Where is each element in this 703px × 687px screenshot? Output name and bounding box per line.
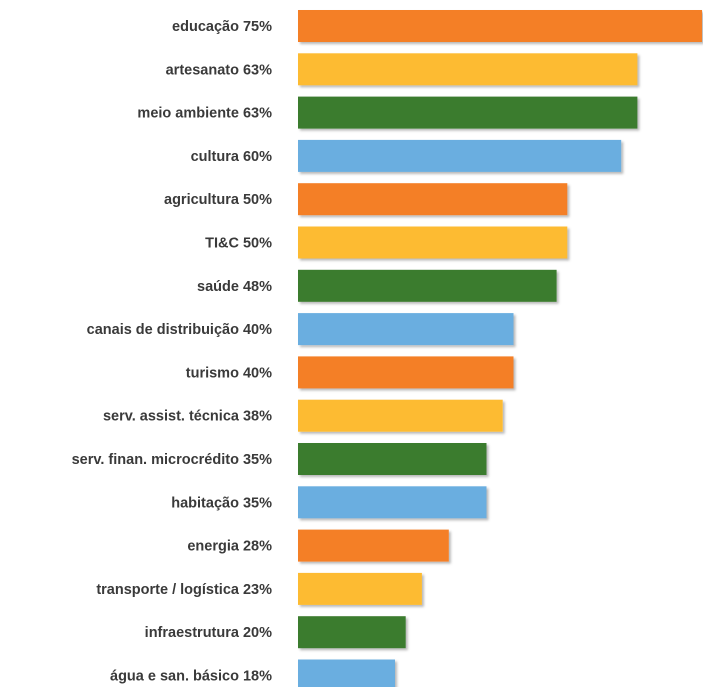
- bar: [298, 96, 638, 129]
- category-label: serv. assist. técnica 38%: [103, 409, 272, 425]
- bar: [298, 529, 449, 562]
- category-label: educação 75%: [172, 19, 272, 35]
- category-label: canais de distribuição 40%: [87, 322, 272, 338]
- category-label: água e san. básico 18%: [110, 669, 272, 685]
- bar: [298, 443, 487, 475]
- category-label: energia 28%: [187, 539, 272, 555]
- bar: [298, 183, 568, 216]
- bar: [298, 269, 557, 302]
- bar: [298, 616, 406, 649]
- bar: [298, 572, 422, 605]
- category-label: infraestrutura 20%: [145, 625, 272, 641]
- bar: [298, 139, 622, 172]
- bar: [298, 399, 503, 432]
- category-labels: educação 75% artesanato 63% meio ambiente …: [72, 19, 272, 685]
- category-label: cultura 60%: [191, 149, 272, 165]
- bars: [298, 10, 702, 687]
- bar: [298, 10, 702, 42]
- bar: [298, 313, 514, 346]
- bar: [298, 53, 638, 86]
- category-label: TI&C 50%: [205, 236, 272, 252]
- category-label: agricultura 50%: [164, 192, 272, 208]
- bar: [298, 486, 487, 519]
- category-label: saúde 48%: [197, 279, 272, 295]
- category-label: meio ambiente 63%: [137, 106, 272, 122]
- category-label: transporte / logística 23%: [96, 582, 272, 598]
- category-label: habitação 35%: [171, 495, 272, 511]
- bar: [298, 356, 514, 389]
- category-label: artesanato 63%: [166, 62, 272, 78]
- bar: [298, 226, 568, 259]
- category-label: turismo 40%: [186, 365, 272, 381]
- category-label: serv. finan. microcrédito 35%: [72, 452, 272, 468]
- bar: [298, 659, 395, 687]
